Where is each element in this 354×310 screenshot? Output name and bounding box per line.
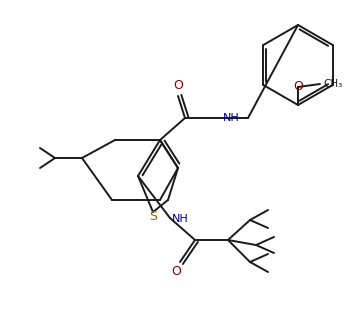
Text: NH: NH [223,113,240,123]
Text: S: S [149,210,157,223]
Text: NH: NH [172,214,189,224]
Text: CH₃: CH₃ [323,79,342,89]
Text: O: O [293,79,303,92]
Text: O: O [171,265,181,278]
Text: O: O [173,79,183,92]
